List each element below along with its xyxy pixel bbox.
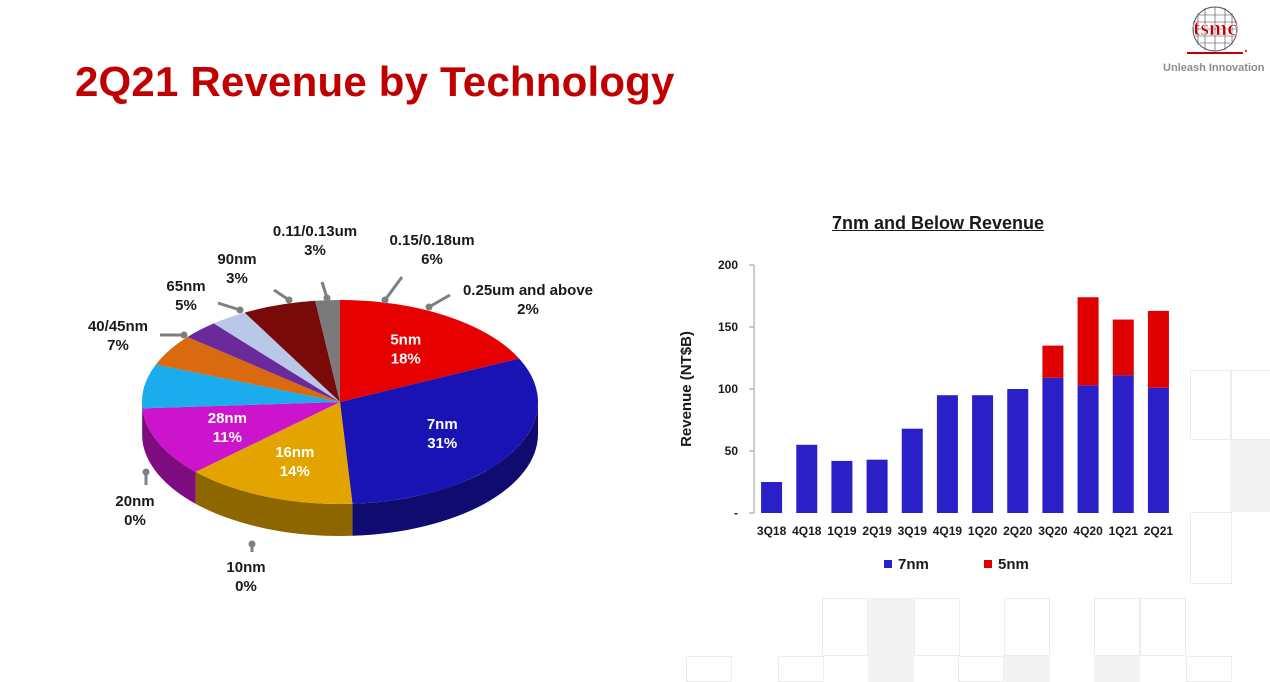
bar-7nm-2q20 <box>1007 389 1028 513</box>
revenue-bar-chart: - 50 100 150 200 Revenue (NT$B) 3Q18 4Q18 1Q19 2Q… <box>670 205 1190 555</box>
pie-label-7nm: 7nm <box>427 416 458 433</box>
page-title: 2Q21 Revenue by Technology <box>75 58 675 106</box>
x-tick-label: 1Q19 <box>827 524 857 538</box>
background-tile <box>1094 598 1140 656</box>
legend-swatch <box>984 560 992 568</box>
background-tile <box>1140 598 1186 656</box>
pie-label-65nm: 65nm <box>166 278 205 295</box>
pie-leader-0-15-0-18um <box>385 277 402 300</box>
x-tick-label: 2Q19 <box>862 524 892 538</box>
bar-7nm-1q19 <box>831 461 852 513</box>
y-axis-label: Revenue (NT$B) <box>678 331 695 447</box>
background-tile <box>1190 370 1232 440</box>
pie-value-7nm: 31% <box>427 435 457 452</box>
bar-7nm-2q19 <box>867 460 888 513</box>
y-tick-label: 200 <box>718 258 738 272</box>
tagline: Unleash Innovation <box>1163 62 1264 74</box>
pie-label-10nm: 10nm <box>226 559 265 576</box>
bar-7nm-1q20 <box>972 395 993 513</box>
pie-leader-dot-40-45nm <box>181 332 188 339</box>
x-tick-label: 3Q19 <box>898 524 928 538</box>
x-tick-label: 3Q18 <box>757 524 787 538</box>
legend-label: 7nm <box>898 556 929 573</box>
pie-label-20nm: 20nm <box>115 493 154 510</box>
logo-text: tsmc <box>1193 15 1237 40</box>
pie-top <box>142 300 538 504</box>
bar-7nm-3q18 <box>761 482 782 513</box>
pie-value-0-15-0-18um: 6% <box>421 251 443 268</box>
bar-5nm-3q20 <box>1042 346 1063 378</box>
pie-leader-dot-0-11-0-13um <box>324 295 331 302</box>
technology-pie-chart: 5nm 18% 7nm 31% 10nm 0% 16nm 14% 20nm 0% 28nm 11% 40… <box>0 200 660 610</box>
pie-leader-dot-10nm <box>249 541 256 548</box>
pie-label-0-11-0-13um: 0.11/0.13um <box>273 223 357 240</box>
pie-value-90nm: 3% <box>226 270 248 287</box>
y-tick-label: 100 <box>718 382 738 396</box>
pie-value-5nm: 18% <box>391 351 421 368</box>
pie-leader-dot-0-25um-and-above <box>426 304 433 311</box>
pie-value-65nm: 5% <box>175 297 197 314</box>
y-tick-label: - <box>734 506 738 520</box>
x-tick-label: 1Q21 <box>1109 524 1139 538</box>
pie-label-40-45nm: 40/45nm <box>88 318 148 335</box>
background-tile <box>1004 598 1050 656</box>
pie-leader-dot-0-15-0-18um <box>382 297 389 304</box>
pie-label-0-25um-and-above: 0.25um and above <box>463 282 593 299</box>
legend-item-7nm: 7nm <box>884 556 929 573</box>
pie-value-16nm: 14% <box>280 463 310 480</box>
x-tick-label: 2Q20 <box>1003 524 1033 538</box>
pie-label-5nm: 5nm <box>390 332 421 349</box>
pie-value-40-45nm: 7% <box>107 337 129 354</box>
pie-value-20nm: 0% <box>124 512 146 529</box>
background-tile <box>868 598 914 656</box>
x-tick-label: 3Q20 <box>1038 524 1068 538</box>
pie-value-10nm: 0% <box>235 578 257 595</box>
pie-value-0-11-0-13um: 3% <box>304 242 326 259</box>
pie-label-90nm: 90nm <box>217 251 256 268</box>
x-tick-label: 4Q18 <box>792 524 822 538</box>
background-tile <box>1190 512 1232 584</box>
legend-item-5nm: 5nm <box>984 556 1029 573</box>
x-tick-label: 2Q21 <box>1144 524 1174 538</box>
bar-7nm-3q19 <box>902 429 923 513</box>
pie-leader-dot-65nm <box>237 307 244 314</box>
background-tile <box>1230 440 1270 512</box>
pie-label-0-15-0-18um: 0.15/0.18um <box>389 232 474 249</box>
legend-label: 5nm <box>998 556 1029 573</box>
background-tile <box>1004 656 1050 682</box>
background-tile <box>958 656 1004 682</box>
pie-value-28nm: 11% <box>213 429 242 446</box>
background-tile <box>1186 656 1232 682</box>
x-tick-label: 4Q20 <box>1073 524 1103 538</box>
background-tile <box>778 656 824 682</box>
bar-5nm-2q21 <box>1148 311 1169 388</box>
pie-label-28nm: 28nm <box>208 410 247 427</box>
pie-leader-dot-20nm <box>143 469 150 476</box>
bar-5nm-1q21 <box>1113 320 1134 376</box>
y-tick-label: 150 <box>718 320 738 334</box>
background-tile <box>822 598 868 656</box>
x-tick-label: 4Q19 <box>933 524 963 538</box>
background-tile <box>1094 656 1140 682</box>
legend-swatch <box>884 560 892 568</box>
x-tick-label: 1Q20 <box>968 524 998 538</box>
background-tile <box>686 656 732 682</box>
background-tile <box>868 656 914 682</box>
pie-value-0-25um-and-above: 2% <box>517 301 539 318</box>
background-tile <box>1230 370 1270 440</box>
pie-label-16nm: 16nm <box>275 444 314 461</box>
bar-7nm-3q20 <box>1042 378 1063 513</box>
pie-leader-0-25um-and-above <box>429 295 450 307</box>
bar-7nm-4q19 <box>937 395 958 513</box>
bar-7nm-1q21 <box>1113 375 1134 513</box>
background-tile <box>914 598 960 656</box>
pie-leader-dot-90nm <box>286 297 293 304</box>
bar-7nm-2q21 <box>1148 388 1169 513</box>
y-tick-label: 50 <box>725 444 739 458</box>
bar-5nm-4q20 <box>1078 297 1099 385</box>
bar-7nm-4q18 <box>796 445 817 513</box>
bar-7nm-4q20 <box>1078 385 1099 513</box>
